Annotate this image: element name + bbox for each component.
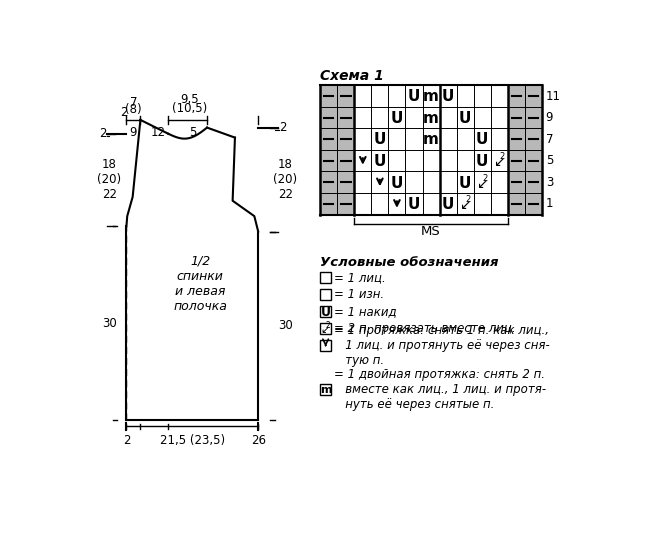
Bar — [320, 340, 331, 351]
Text: 1: 1 — [546, 197, 554, 210]
Text: ↙: ↙ — [493, 155, 504, 169]
Text: 3: 3 — [546, 176, 553, 189]
Text: (10,5): (10,5) — [172, 102, 207, 115]
Text: 2: 2 — [123, 434, 131, 447]
Text: 30: 30 — [278, 320, 293, 332]
Text: = 1 протяжка: снять 1 п. как лиц.,
   1 лиц. и протянуть её через сня-
   тую п.: = 1 протяжка: снять 1 п. как лиц., 1 лиц… — [334, 324, 550, 367]
Text: 5: 5 — [546, 154, 553, 167]
Text: Схема 1: Схема 1 — [320, 69, 384, 83]
Bar — [337, 85, 354, 214]
Text: 26: 26 — [251, 434, 266, 447]
Text: U: U — [459, 111, 471, 126]
Text: U: U — [459, 175, 471, 190]
Text: 7: 7 — [546, 133, 554, 146]
Text: 9: 9 — [546, 111, 554, 124]
Text: U: U — [476, 154, 488, 169]
Text: 2: 2 — [100, 127, 107, 140]
Text: U: U — [391, 175, 403, 190]
Text: 30: 30 — [102, 317, 117, 329]
Text: (8): (8) — [125, 103, 141, 117]
Text: 2: 2 — [279, 121, 287, 134]
Bar — [320, 384, 331, 395]
Text: m: m — [423, 133, 439, 147]
Text: U: U — [408, 197, 420, 212]
Text: 2: 2 — [466, 195, 471, 205]
Text: m: m — [320, 385, 331, 395]
Text: ↙: ↙ — [475, 177, 487, 191]
Bar — [525, 85, 542, 214]
Text: 5: 5 — [188, 126, 196, 139]
Text: MS: MS — [421, 225, 441, 238]
Text: = 1 изн.: = 1 изн. — [334, 288, 384, 301]
Bar — [508, 85, 525, 214]
Bar — [320, 85, 337, 214]
Bar — [320, 323, 331, 334]
Bar — [320, 306, 331, 317]
Text: 1/2
спинки
и левая
полочка: 1/2 спинки и левая полочка — [173, 255, 227, 312]
Text: U: U — [442, 89, 454, 104]
Text: = 2 п. провязать вместе лиц.: = 2 п. провязать вместе лиц. — [334, 322, 516, 335]
Text: 12: 12 — [151, 126, 166, 139]
Bar — [320, 272, 331, 283]
Text: 2: 2 — [325, 321, 331, 330]
Bar — [320, 289, 331, 300]
Text: 11: 11 — [546, 90, 561, 102]
Text: 9,5: 9,5 — [181, 92, 200, 106]
Text: U: U — [374, 133, 386, 147]
Text: ↙: ↙ — [458, 199, 470, 212]
Text: U: U — [476, 133, 488, 147]
Text: 9: 9 — [130, 126, 137, 139]
Text: 18
(20)
22: 18 (20) 22 — [273, 158, 297, 201]
Text: U: U — [442, 197, 454, 212]
Text: m: m — [423, 111, 439, 126]
Text: U: U — [374, 154, 386, 169]
Text: 21,5 (23,5): 21,5 (23,5) — [160, 434, 225, 447]
Text: U: U — [408, 89, 420, 104]
Text: 18
(20)
22: 18 (20) 22 — [97, 158, 121, 201]
Text: U: U — [391, 111, 403, 126]
Text: ↙: ↙ — [320, 325, 329, 335]
Text: = 1 накид: = 1 накид — [334, 305, 397, 318]
Text: 7: 7 — [130, 96, 137, 109]
Text: = 1 лиц.: = 1 лиц. — [334, 271, 386, 284]
Text: U: U — [321, 306, 331, 319]
Text: m: m — [423, 89, 439, 104]
Text: 2: 2 — [121, 106, 128, 119]
Text: = 1 двойная протяжка: снять 2 п.
   вместе как лиц., 1 лиц. и протя-
   нуть её : = 1 двойная протяжка: снять 2 п. вместе … — [334, 368, 546, 411]
Text: 2: 2 — [482, 174, 488, 183]
Text: Условные обозначения: Условные обозначения — [320, 256, 499, 269]
Text: 2: 2 — [499, 152, 505, 161]
